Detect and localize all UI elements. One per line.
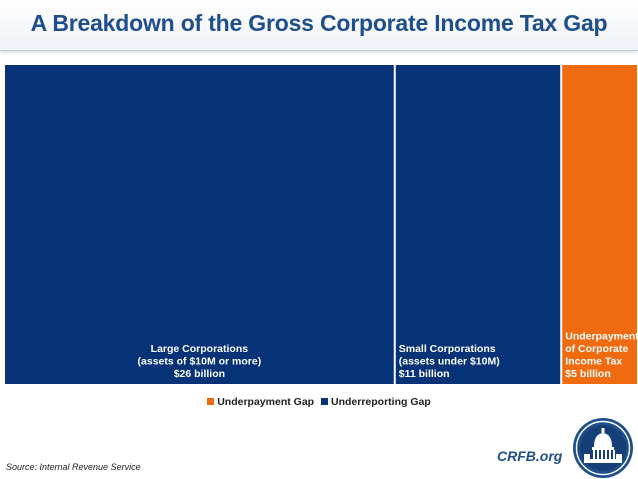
brand-link[interactable]: CRFB.org xyxy=(497,448,563,464)
legend-item-underpayment: Underpayment Gap xyxy=(207,396,314,408)
cell-label-underpayment-2: of Corporate xyxy=(565,343,628,355)
cell-label-underpayment-3: Income Tax xyxy=(565,356,622,368)
legend-label-underreporting: Underreporting Gap xyxy=(331,396,431,408)
capitol-dome-seal-icon xyxy=(573,418,633,478)
title-bar: A Breakdown of the Gross Corporate Incom… xyxy=(0,0,638,51)
cell-label-underpayment-1: Underpayment xyxy=(565,331,638,343)
cell-label-underpayment-4: $5 billion xyxy=(565,368,611,380)
chart-title: A Breakdown of the Gross Corporate Incom… xyxy=(30,10,608,36)
cell-label-large-corporations-1: Large Corporations xyxy=(151,343,249,355)
legend-label-underpayment: Underpayment Gap xyxy=(217,396,315,408)
cell-label-small-corporations-2: (assets under $10M) xyxy=(399,356,500,368)
legend-item-underreporting: Underreporting Gap xyxy=(321,396,431,408)
legend-swatch-underreporting xyxy=(321,398,328,405)
legend: Underpayment Gap Underreporting Gap xyxy=(0,396,638,408)
source-note: Source: Internal Revenue Service xyxy=(6,462,141,472)
legend-swatch-underpayment xyxy=(207,398,215,405)
cell-label-large-corporations-3: $26 billion xyxy=(174,368,225,380)
treemap-cell-underpayment xyxy=(562,65,637,384)
cell-label-small-corporations-3: $11 billion xyxy=(399,368,450,380)
cell-label-large-corporations-2: (assets of $10M or more) xyxy=(138,356,262,368)
treemap-cell-large-corporations xyxy=(5,65,394,384)
cell-label-small-corporations-1: Small Corporations xyxy=(399,343,496,355)
treemap-cell-small-corporations xyxy=(395,65,561,384)
